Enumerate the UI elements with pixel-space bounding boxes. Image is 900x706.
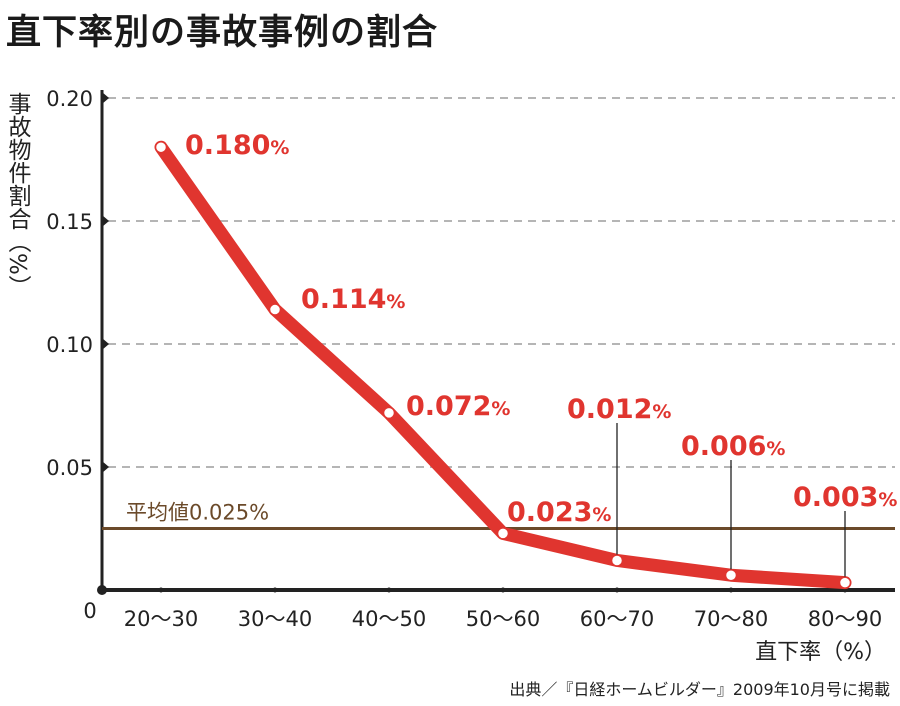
y-axis-label: 事故物件割合（%） <box>4 92 30 298</box>
data-label-value: 0.114 <box>301 284 386 315</box>
x-tick-label: 30〜40 <box>238 607 312 631</box>
x-tick-label: 20〜30 <box>124 607 198 631</box>
x-tick-label: 60〜70 <box>580 607 654 631</box>
y-tick-label: 0.10 <box>46 333 93 357</box>
origin-label: 0 <box>83 599 96 623</box>
x-tick-dot <box>728 587 734 593</box>
x-tick-label: 40〜50 <box>352 607 426 631</box>
data-point <box>496 527 510 540</box>
chart-title: 直下率別の事故事例の割合 <box>6 13 439 53</box>
x-tick-dot <box>500 587 506 593</box>
data-label-unit: % <box>766 438 785 460</box>
x-tick-label: 70〜80 <box>694 607 768 631</box>
x-tick-label: 80〜90 <box>808 607 882 631</box>
data-label-unit: % <box>878 489 897 511</box>
y-tick-marker <box>102 338 109 350</box>
data-point <box>382 406 396 420</box>
data-label-value: 0.006 <box>681 431 766 462</box>
data-point <box>838 576 852 589</box>
y-tick-label: 0.05 <box>46 456 93 480</box>
data-label-value: 0.012 <box>567 394 652 425</box>
x-axis-label: 直下率（%） <box>755 640 886 665</box>
data-label: 0.023% <box>507 497 611 528</box>
data-point <box>154 140 168 154</box>
data-label: 0.180% <box>185 130 289 161</box>
y-tick-label: 0.20 <box>46 87 93 111</box>
data-label: 0.003% <box>793 482 897 513</box>
y-tick-label: 0.15 <box>46 210 93 234</box>
origin-dot <box>97 585 107 595</box>
x-tick-dot <box>158 587 164 593</box>
data-label-value: 0.180 <box>185 130 270 161</box>
data-label: 0.006% <box>681 431 785 462</box>
data-point <box>610 554 624 567</box>
y-tick-marker <box>102 215 109 227</box>
data-label-unit: % <box>592 504 611 526</box>
x-tick-dot <box>386 587 392 593</box>
data-point <box>268 303 282 316</box>
y-tick-marker <box>102 461 109 473</box>
data-label-value: 0.003 <box>793 482 878 513</box>
x-tick-label: 50〜60 <box>466 607 540 631</box>
data-label-value: 0.023 <box>507 497 592 528</box>
source-note: 出典／『日経ホームビルダー』2009年10月号に掲載 <box>509 680 890 699</box>
data-label-unit: % <box>386 291 405 313</box>
data-label: 0.072% <box>406 391 510 422</box>
x-tick-dot <box>272 587 278 593</box>
data-label-unit: % <box>652 401 671 423</box>
data-label-unit: % <box>270 137 289 159</box>
data-label: 0.012% <box>567 394 671 425</box>
data-point <box>724 568 738 582</box>
data-label: 0.114% <box>301 284 405 315</box>
data-label-value: 0.072 <box>406 391 491 422</box>
average-label: 平均値0.025% <box>126 501 269 525</box>
x-tick-dot <box>614 587 620 593</box>
data-label-unit: % <box>491 398 510 420</box>
y-tick-marker <box>102 92 109 104</box>
